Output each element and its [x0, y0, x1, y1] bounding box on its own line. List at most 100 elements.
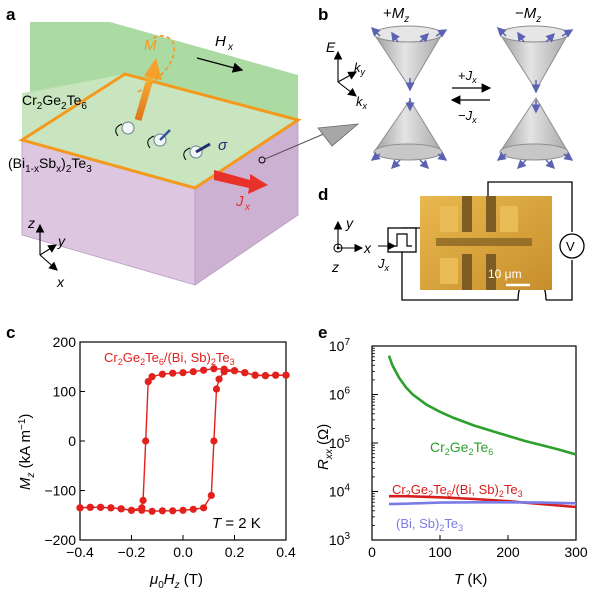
- panel-d-current-label: Jx: [377, 256, 390, 273]
- c-data-point: [207, 491, 215, 500]
- panel-d-axis-z: z: [331, 259, 339, 275]
- axis-e-label: E: [326, 39, 336, 55]
- c-data-point: [200, 366, 208, 374]
- c-data-point: [127, 506, 136, 514]
- c-data-point: [97, 503, 105, 511]
- c-y-tick-label: 0: [68, 433, 76, 449]
- e-y-tick-label: 104: [329, 483, 351, 500]
- panel-b-letter: b: [318, 5, 328, 24]
- c-data-point: [86, 503, 94, 511]
- zoom-line: [264, 129, 334, 160]
- field-sub: x: [227, 42, 234, 53]
- c-data-point: [117, 505, 125, 513]
- c-data-point: [212, 385, 221, 393]
- c-data-point: [189, 505, 197, 513]
- zoom-point: [258, 156, 266, 164]
- c-data-point: [148, 373, 156, 381]
- panel-e: e 0 100 200 300 103 104 105 106 107 Cr2Ge2Te6 Cr…: [315, 323, 588, 588]
- current-label: J: [235, 193, 244, 210]
- pulse-source: [387, 227, 417, 253]
- panel-d-axis-z-dot: [336, 246, 340, 250]
- c-data-point: [261, 372, 269, 380]
- c-data-point: [179, 369, 187, 377]
- panel-c-annotation: T = 2 K: [212, 515, 261, 532]
- pulse-icon: [392, 233, 412, 247]
- dirac-cone-plus: [372, 25, 444, 161]
- c-x-tick-label: 0.4: [276, 544, 296, 560]
- panel-d: d V 10 μm Jx: [318, 181, 585, 301]
- panel-c-ylabel: Mz (kA m−1): [17, 414, 37, 490]
- e-series-line-1: [389, 494, 577, 509]
- axis-x-label: x: [56, 274, 65, 290]
- c-y-tick-label: −100: [44, 483, 76, 499]
- panel-b-axes: [333, 50, 357, 97]
- precession-dashed: [137, 35, 176, 93]
- panel-e-ylabel: Rxx (Ω): [315, 424, 335, 470]
- e-series-line-2: [388, 501, 577, 506]
- e-y-tick-label: 105: [329, 434, 351, 451]
- panel-c-xlabel: μ0Hz (T): [149, 571, 203, 591]
- panel-a-axes: [35, 223, 58, 271]
- c-x-tick-label: 0.2: [225, 544, 245, 560]
- panel-c-ticks: −0.4 −0.2 0.0 0.2 0.4 200 100 0 −100 −200: [44, 334, 295, 560]
- field-label: H: [215, 33, 226, 50]
- zoom-arrow: [317, 123, 360, 147]
- panel-a-letter: a: [6, 5, 16, 24]
- c-data-point: [142, 437, 150, 445]
- e-x-tick-label: 200: [496, 544, 520, 560]
- panel-e-ticks: 0 100 200 300 103 104 105 106 107: [329, 337, 588, 560]
- c-data-point: [210, 365, 218, 373]
- c-data-point: [220, 365, 228, 373]
- panel-e-label-crgete: Cr2Ge2Te6: [430, 439, 493, 457]
- e-x-tick-label: 100: [428, 544, 452, 560]
- scale-bar-label: 10 μm: [488, 267, 522, 281]
- panel-e-xlabel: T (K): [454, 571, 487, 588]
- c-y-tick-label: 200: [53, 334, 77, 350]
- c-data-point: [241, 369, 249, 377]
- panel-d-letter: d: [318, 185, 328, 204]
- c-y-tick-label: −200: [44, 532, 76, 548]
- e-y-tick-label: 106: [329, 386, 351, 403]
- c-data-point: [179, 506, 187, 514]
- e-y-tick-label: 103: [329, 531, 351, 548]
- current-sub: x: [244, 202, 251, 213]
- c-data-point: [251, 371, 259, 379]
- panel-e-lines: [387, 355, 577, 509]
- c-series-line-sweep-down: [79, 367, 286, 512]
- panel-e-label-bisbte: (Bi, Sb)2Te3: [396, 516, 463, 533]
- magnetization-label: M: [144, 37, 157, 54]
- c-data-point: [107, 504, 115, 512]
- c-data-point: [138, 504, 146, 512]
- voltmeter: [559, 233, 585, 259]
- c-data-point: [144, 378, 152, 386]
- panel-c-legend: Cr2Ge2Te6/(Bi, Sb)2Te3: [104, 350, 235, 367]
- c-data-point: [189, 368, 197, 376]
- hall-bar-device: [420, 196, 552, 290]
- c-data-point: [158, 370, 166, 378]
- e-x-tick-label: 300: [564, 544, 588, 560]
- c-data-point: [282, 371, 290, 379]
- c-data-point: [139, 496, 147, 504]
- c-series-line-sweep-up: [79, 369, 286, 513]
- panel-d-axes: [333, 220, 364, 253]
- dirac-cone-minus: [498, 25, 570, 161]
- e-x-tick-label: 0: [368, 544, 376, 560]
- crgete-back-face: [30, 22, 298, 120]
- panel-e-letter: e: [318, 323, 327, 342]
- panel-c-points: [76, 365, 290, 515]
- c-data-point: [200, 504, 208, 512]
- forward-label: +Jx: [458, 68, 477, 85]
- c-data-point: [169, 369, 177, 377]
- c-data-point: [215, 375, 223, 383]
- magnetization-arrow: [134, 71, 156, 121]
- magnetization-arrow-head: [144, 58, 162, 80]
- c-data-point: [230, 367, 239, 375]
- axis-z-label: z: [27, 215, 35, 231]
- spin-label: σ: [218, 137, 228, 154]
- panel-a: a M H x Cr2Ge2Te6 (Bi1-xSbx)2Te3: [6, 5, 360, 290]
- c-data-point: [272, 371, 280, 379]
- panel-c: c −0.4 −0.2 0.0 0.2 0.4 200 100 0 −100 −200 Cr2Ge…: [6, 323, 296, 591]
- panel-c-lines: [79, 367, 286, 513]
- panel-e-label-hetero: Cr2Ge2Te6/(Bi, Sb)2Te3: [392, 482, 523, 499]
